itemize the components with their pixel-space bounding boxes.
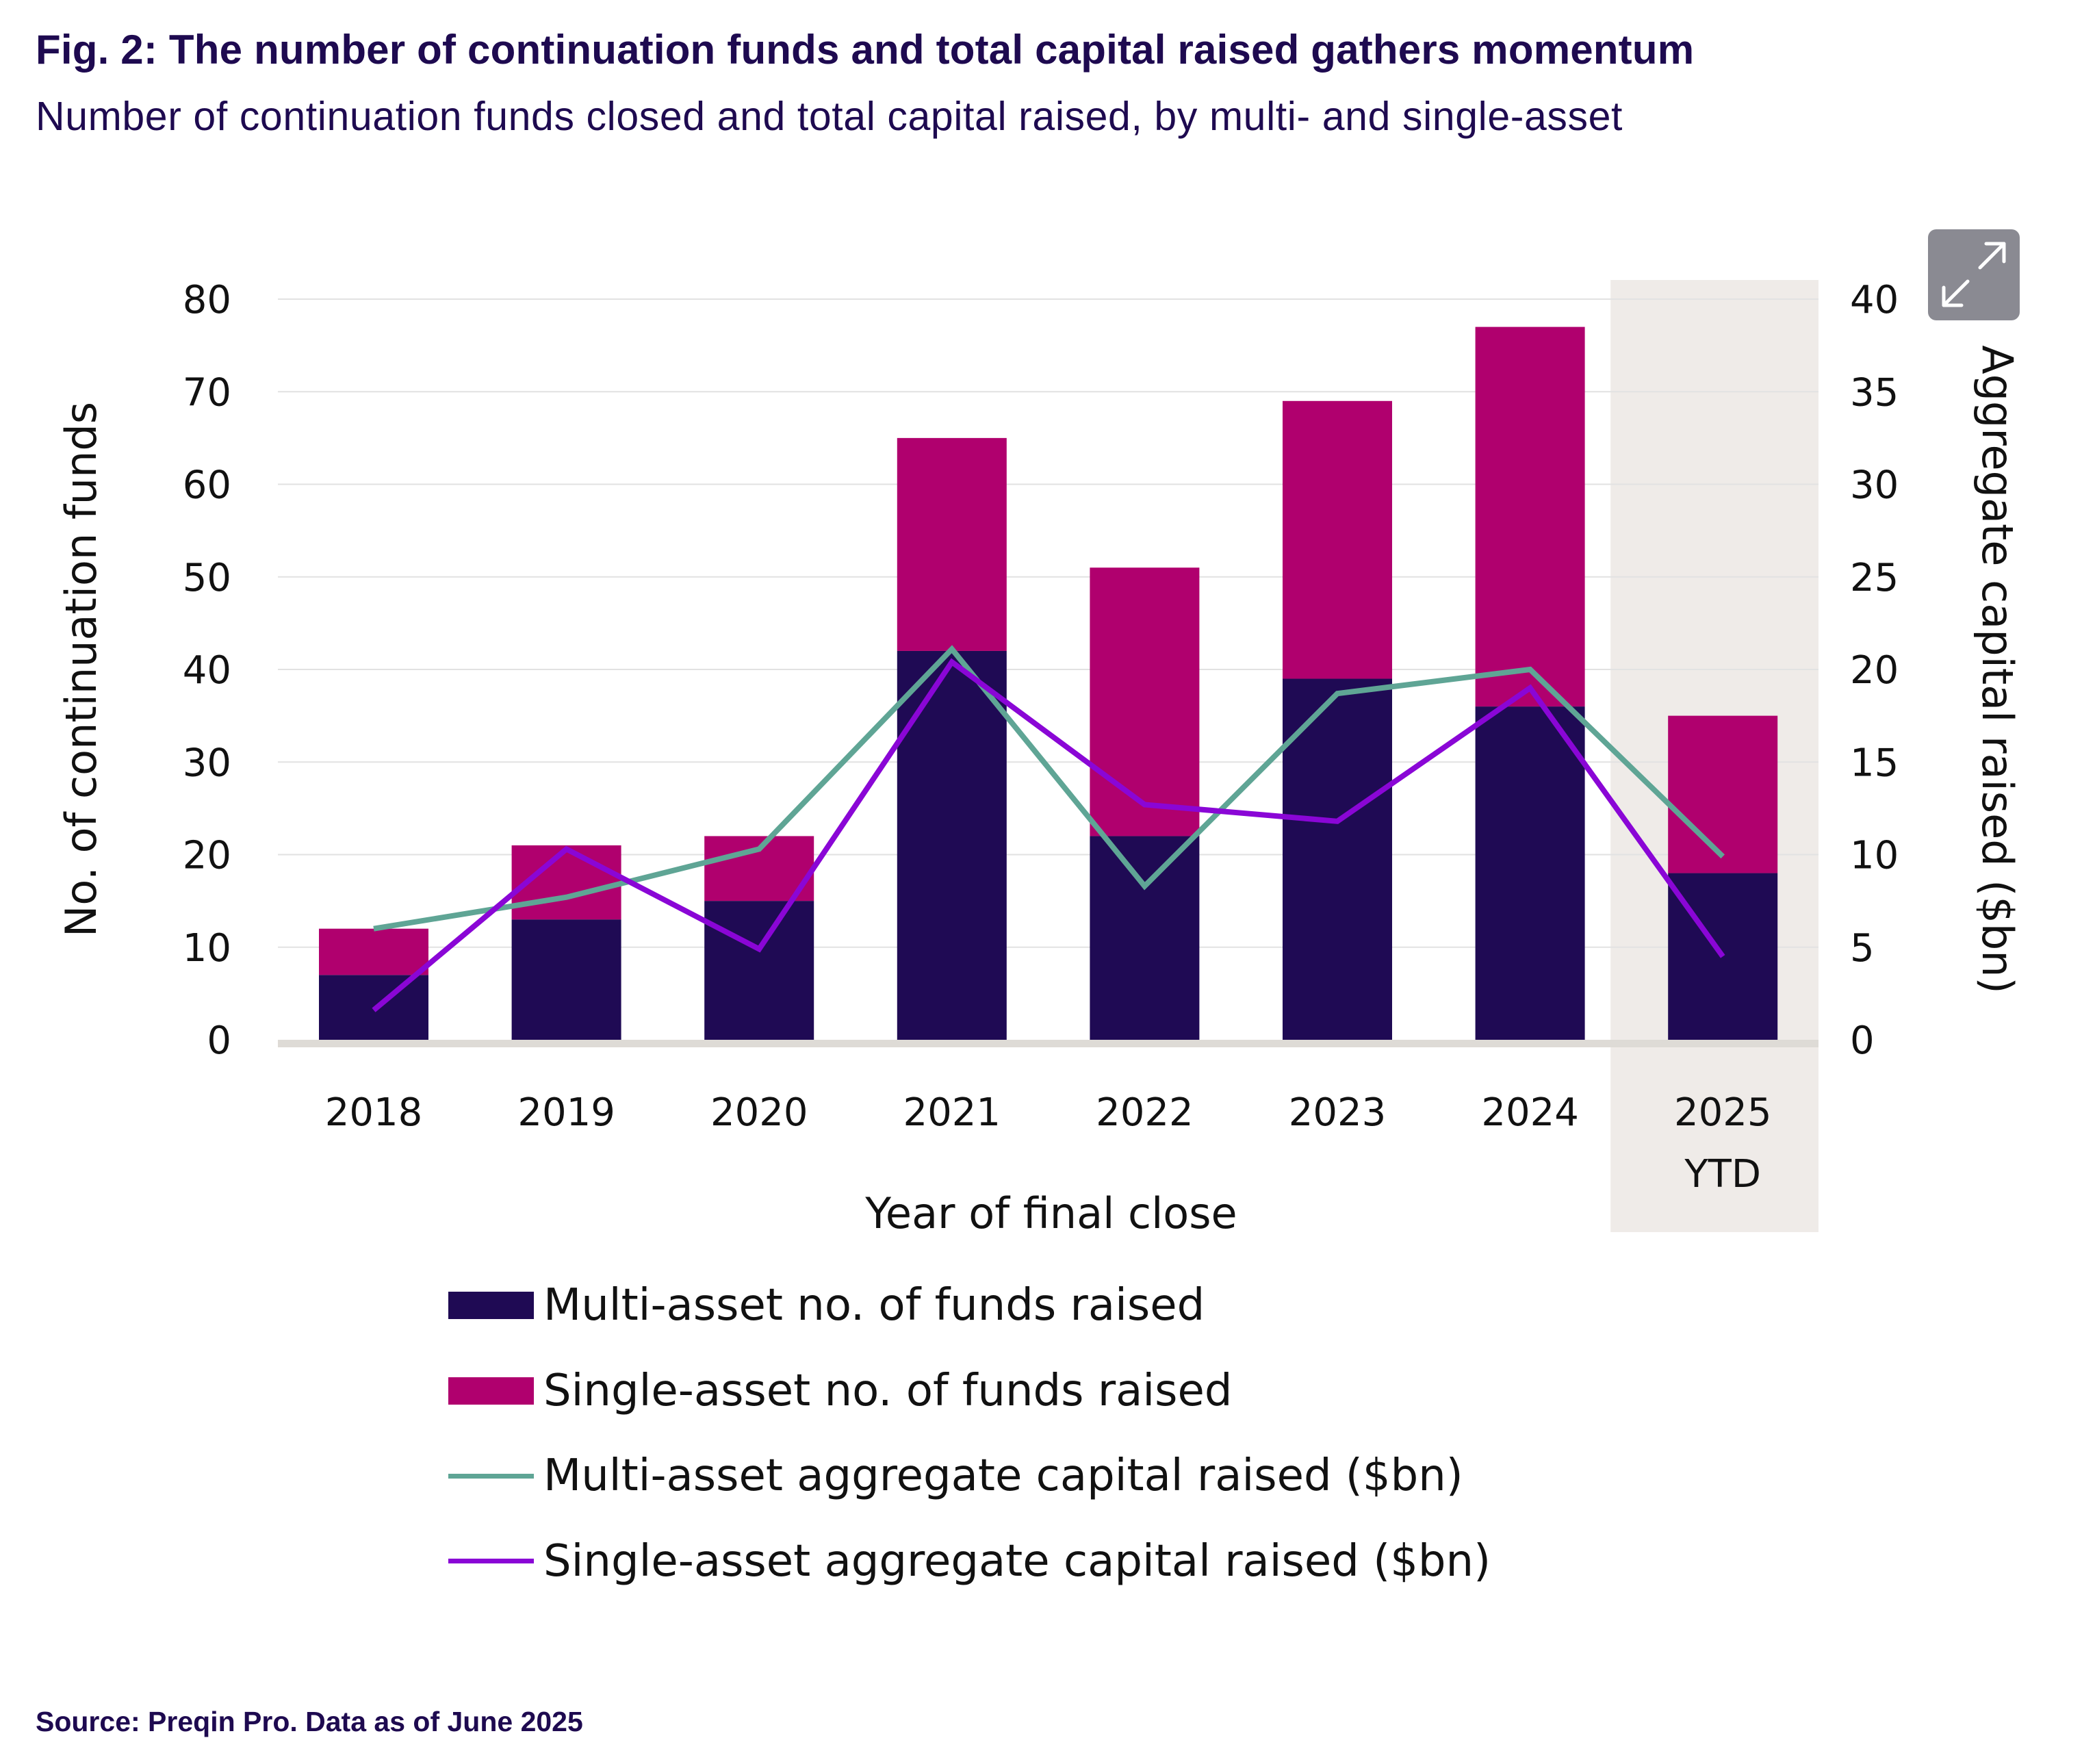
y2-tick-label: 10 [1850,834,1899,878]
y2-axis-title: Aggregate capital raised ($bn) [1972,345,2022,994]
x-axis-baseline [278,1040,1818,1047]
x-axis-title: Year of final close [864,1188,1237,1238]
bar-multi-asset [1283,678,1392,1040]
legend-label: Single-asset no. of funds raised [543,1365,1233,1416]
bar-single-asset [319,928,428,975]
legend-swatch-multi-asset-funds [448,1292,534,1320]
y-tick-label: 60 [183,463,231,508]
legend-label: Multi-asset aggregate capital raised ($b… [543,1450,1463,1502]
x-tick-label: 2025 [1674,1090,1772,1135]
x-tick-label: 2021 [903,1090,1001,1135]
line-multi-asset-capital [373,645,1725,932]
y2-tick-label: 20 [1850,648,1899,693]
y-tick-label: 70 [183,370,231,415]
bar-single-asset [1283,400,1392,679]
x-tick-label: YTD [1684,1152,1761,1197]
legend-item-multi-asset-capital[interactable]: Multi-asset aggregate capital raised ($b… [448,1433,1491,1519]
y-axis-title: No. of continuation funds [56,402,106,937]
legend-swatch-single-asset-funds [448,1377,534,1405]
y2-tick-label: 15 [1850,741,1899,785]
y-axis-ticks: 0 10 20 30 40 50 60 70 80 [183,278,231,1063]
x-tick-label: 2020 [710,1090,808,1135]
x-tick-label: 2018 [325,1090,423,1135]
bar-multi-asset [1475,706,1585,1040]
bar-single-asset [897,437,1007,651]
x-axis-ticks: 2018 2019 2020 2021 2022 2023 2024 2025 YTD [325,1090,1772,1197]
expand-arrows-icon [1942,242,2006,307]
line-single-asset-capital [372,658,1725,1012]
chart-subtitle: Number of continuation funds closed and … [36,94,1623,139]
y-tick-label: 80 [183,278,231,322]
bar-multi-asset [511,919,621,1040]
x-tick-label: 2019 [517,1090,615,1135]
y-tick-label: 10 [183,926,231,971]
legend-item-multi-asset-funds[interactable]: Multi-asset no. of funds raised [448,1263,1491,1348]
y2-tick-label: 40 [1850,278,1899,322]
chart-title: Fig. 2: The number of continuation funds… [36,27,1695,73]
bar-single-asset [1668,715,1778,873]
legend-swatch-multi-asset-capital [448,1473,534,1479]
x-tick-label: 2022 [1096,1090,1194,1135]
y-tick-label: 30 [183,741,231,785]
y-tick-label: 50 [183,556,231,600]
y-tick-label: 20 [183,834,231,878]
legend-item-single-asset-capital[interactable]: Single-asset aggregate capital raised ($… [448,1519,1491,1605]
y-tick-label: 40 [183,648,231,693]
source-note: Source: Preqin Pro. Data as of June 2025 [36,1706,583,1737]
x-tick-label: 2023 [1289,1090,1387,1135]
y2-tick-label: 0 [1850,1019,1875,1063]
legend-swatch-single-asset-capital [448,1559,534,1564]
y2-tick-label: 5 [1850,926,1875,971]
expand-button[interactable] [1928,229,2020,320]
y-tick-label: 0 [207,1019,231,1063]
bar-multi-asset [704,901,814,1040]
y2-axis-ticks: 0 5 10 15 20 25 30 35 40 [1850,278,1899,1063]
bar-multi-asset [1090,836,1200,1040]
legend-label: Multi-asset no. of funds raised [543,1280,1205,1331]
bar-single-asset [1475,327,1585,707]
y2-tick-label: 25 [1850,556,1899,600]
bar-single-asset [1090,567,1200,836]
gridlines [278,298,1818,1047]
y2-tick-label: 35 [1850,370,1899,415]
lines [372,645,1725,1012]
bar-multi-asset [897,650,1007,1040]
legend-label: Single-asset aggregate capital raised ($… [543,1535,1491,1587]
legend: Multi-asset no. of funds raised Single-a… [448,1263,1491,1604]
y2-tick-label: 30 [1850,463,1899,508]
x-tick-label: 2024 [1481,1090,1579,1135]
bars [319,327,1778,1040]
legend-item-single-asset-funds[interactable]: Single-asset no. of funds raised [448,1348,1491,1434]
